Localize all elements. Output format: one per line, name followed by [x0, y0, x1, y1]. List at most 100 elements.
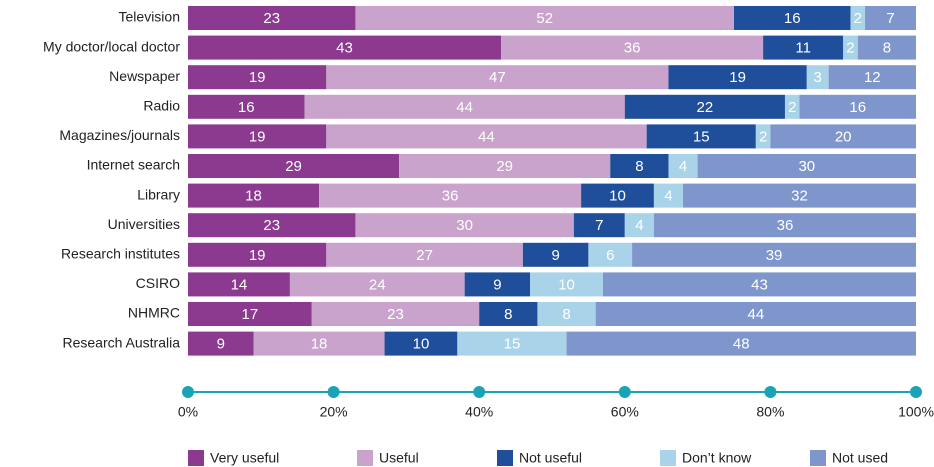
- data-label: 17: [242, 306, 259, 323]
- data-label: 19: [249, 128, 266, 145]
- data-label: 4: [679, 158, 687, 175]
- data-label: 9: [217, 336, 225, 353]
- bar-segment: [763, 35, 844, 60]
- legend-swatch: [357, 450, 373, 466]
- data-label: 43: [751, 276, 768, 293]
- bar-segment: [188, 94, 305, 119]
- bar-segment: [522, 242, 589, 267]
- x-tick: [327, 386, 340, 398]
- x-tick-label: 100%: [898, 404, 934, 420]
- data-label: 36: [624, 40, 641, 57]
- data-label: 7: [886, 10, 894, 27]
- data-label: 27: [416, 247, 433, 264]
- x-tick-label: 80%: [756, 404, 784, 420]
- bar-segment: [188, 331, 254, 356]
- x-tick: [910, 386, 922, 398]
- data-label: 2: [846, 40, 854, 57]
- bar-segment: [865, 6, 916, 30]
- data-label: 29: [496, 158, 513, 175]
- category-label: Research institutes: [61, 246, 180, 262]
- bar-segment: [668, 65, 807, 90]
- data-label: 36: [442, 188, 459, 205]
- data-label: 18: [245, 188, 262, 205]
- category-label: NHMRC: [128, 305, 180, 321]
- bar-segment: [319, 183, 582, 208]
- bar-segment: [683, 183, 916, 208]
- bar-segment: [653, 183, 684, 208]
- data-label: 24: [369, 276, 386, 293]
- data-label: 8: [562, 306, 570, 323]
- bar-segment: [537, 302, 596, 326]
- bar-segment: [355, 213, 574, 238]
- bar-segment: [697, 154, 916, 178]
- data-label: 10: [413, 336, 430, 353]
- category-label: Internet search: [87, 157, 180, 173]
- x-tick-label: 0%: [178, 404, 198, 420]
- category-label: Universities: [108, 216, 180, 232]
- legend-label: Useful: [379, 450, 419, 466]
- data-label: 16: [849, 99, 866, 116]
- data-label: 7: [595, 217, 603, 234]
- bar-segment: [188, 242, 327, 267]
- data-label: 39: [766, 247, 783, 264]
- legend-label: Not useful: [519, 450, 582, 466]
- x-tick: [473, 386, 486, 398]
- data-label: 18: [311, 336, 328, 353]
- data-label: 16: [784, 10, 801, 27]
- bar-segment: [799, 94, 916, 119]
- legend-swatch: [660, 450, 676, 466]
- data-label: 32: [791, 188, 808, 205]
- data-label: 4: [664, 188, 672, 205]
- bar-segment: [595, 302, 916, 326]
- bar-segment: [646, 124, 756, 149]
- legend-swatch: [497, 450, 513, 466]
- legend-label: Don’t know: [682, 450, 752, 466]
- category-label: Radio: [143, 98, 180, 114]
- x-tick: [764, 386, 777, 398]
- data-label: 3: [814, 69, 822, 86]
- x-tick: [618, 386, 631, 398]
- data-label: 23: [263, 10, 280, 27]
- data-label: 20: [835, 128, 852, 145]
- category-label: CSIRO: [136, 275, 180, 291]
- data-label: 14: [231, 276, 248, 293]
- bar-segment: [588, 242, 633, 267]
- data-label: 30: [456, 217, 473, 234]
- data-label: 16: [238, 99, 255, 116]
- data-label: 43: [336, 40, 353, 57]
- bar-segment: [806, 65, 829, 90]
- category-label: Magazines/journals: [59, 127, 180, 143]
- data-label: 2: [854, 10, 862, 27]
- bar-segment: [566, 331, 916, 356]
- category-label: Library: [137, 186, 180, 202]
- data-label: 2: [759, 128, 767, 145]
- bar-segment: [501, 35, 764, 60]
- data-label: 2: [788, 99, 796, 116]
- bar-segment: [188, 35, 502, 60]
- x-tick-label: 40%: [465, 404, 493, 420]
- bar-segment: [188, 272, 290, 297]
- data-label: 48: [733, 336, 750, 353]
- bar-segment: [311, 302, 480, 326]
- bar-segment: [770, 124, 916, 149]
- bar-segment: [479, 302, 538, 326]
- data-label: 22: [697, 99, 714, 116]
- data-label: 9: [493, 276, 501, 293]
- data-label: 44: [747, 306, 764, 323]
- legend-label: Not used: [832, 450, 888, 466]
- bar-segment: [399, 154, 611, 178]
- legend-swatch: [188, 450, 204, 466]
- data-label: 23: [263, 217, 280, 234]
- bar-segment: [734, 6, 851, 30]
- data-label: 4: [635, 217, 643, 234]
- data-label: 19: [249, 69, 266, 86]
- bar-segment: [573, 213, 625, 238]
- bar-segment: [843, 35, 858, 60]
- legend-swatch: [810, 450, 826, 466]
- bar-segment: [457, 331, 567, 356]
- data-label: 19: [249, 247, 266, 264]
- data-label: 29: [285, 158, 302, 175]
- bar-segment: [828, 65, 916, 90]
- data-label: 9: [551, 247, 559, 264]
